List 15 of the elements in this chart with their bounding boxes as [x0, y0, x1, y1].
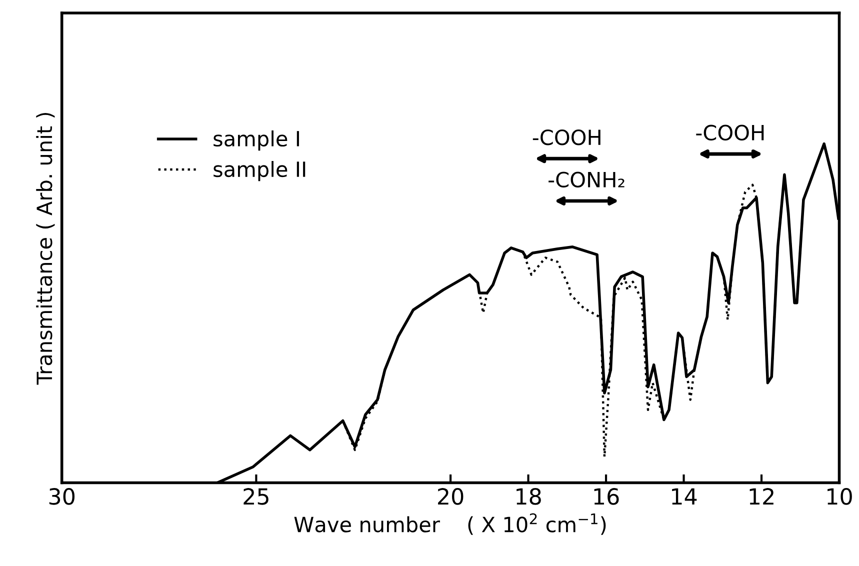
x-tick-label: 25 [244, 488, 268, 505]
legend-label: sample II [214, 161, 306, 182]
annotation: -CONH₂ [548, 172, 624, 188]
text: -COOH [696, 124, 764, 141]
x-tick-label: 10 [828, 488, 852, 505]
x-tick-label: 18 [516, 488, 541, 505]
x-tick-label: 30 [49, 488, 75, 505]
x-tick-label: 20 [438, 488, 464, 505]
x-tick-label: 12 [750, 488, 774, 505]
x-axis-title: Wave number ( X 10$^{2}$ cm$^{−1}$) [294, 513, 606, 535]
y-axis-title: Transmittance ( Arb. unit ) [36, 112, 55, 385]
x-tick-label: 14 [672, 488, 697, 505]
annotation: -COOH [532, 129, 600, 146]
legend-label: sample I [214, 130, 299, 151]
x-tick-label: 16 [594, 488, 619, 505]
